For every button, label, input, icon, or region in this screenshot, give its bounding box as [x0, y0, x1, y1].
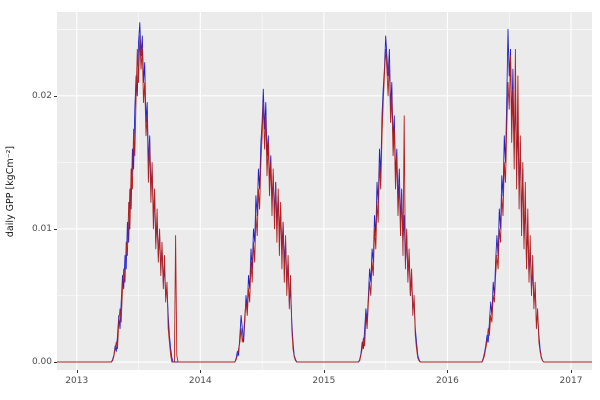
y-tick-mark: [54, 362, 57, 363]
y-tick-label: 0.01: [31, 223, 52, 234]
y-tick-mark: [54, 95, 57, 97]
x-tick-mark: [447, 370, 449, 373]
y-axis-title: daily GPP [kgCm⁻²]: [5, 145, 17, 237]
x-tick-label: 2017: [559, 376, 583, 386]
y-tick-label: 0.02: [31, 90, 52, 101]
y-tick-label: 0.00: [31, 357, 52, 367]
x-tick-mark: [76, 370, 78, 373]
series-red: [57, 35, 592, 363]
x-tick-mark: [323, 370, 325, 373]
plot-svg: [57, 12, 592, 370]
x-tick-label: 2014: [188, 376, 212, 386]
plot-panel: [57, 12, 592, 370]
y-axis-title-wrap: daily GPP [kgCm⁻²]: [0, 12, 22, 370]
x-tick-label: 2013: [65, 376, 89, 386]
x-tick-label: 2016: [435, 376, 459, 386]
series-blue: [57, 22, 592, 363]
x-tick-label: 2015: [312, 376, 336, 386]
y-tick-mark: [54, 228, 57, 230]
x-tick-mark: [200, 370, 202, 373]
x-tick-mark: [570, 370, 572, 373]
